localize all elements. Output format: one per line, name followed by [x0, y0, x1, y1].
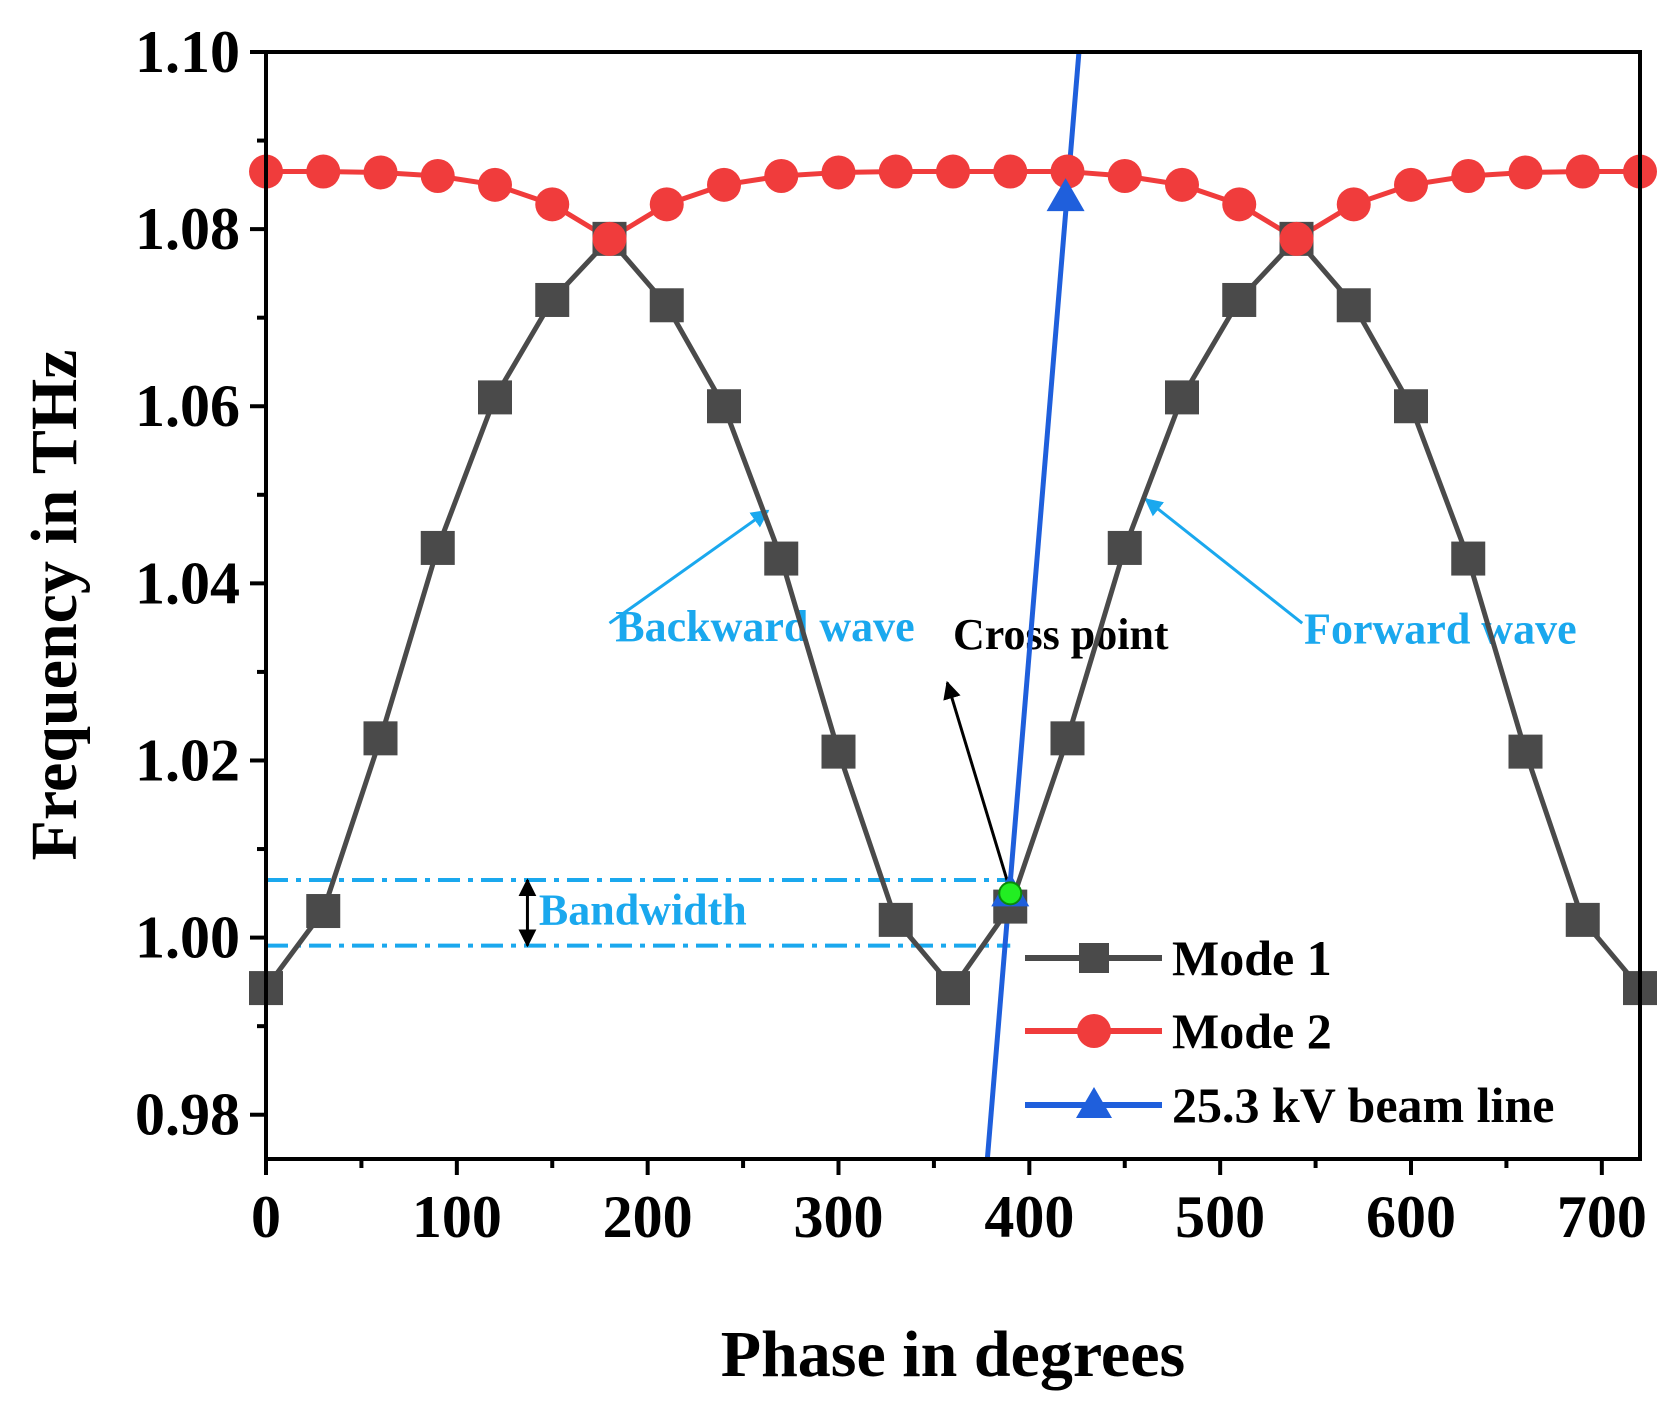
- mode-1-point: [821, 734, 856, 769]
- mode-2-point: [1451, 158, 1486, 193]
- mode-1-point: [649, 288, 684, 323]
- axes-layer: 0 100 200 300 400 500 600 700 0.98 1.00 1.02 1.04 1.…: [135, 19, 1647, 1250]
- x-tick-label: 600: [1366, 1184, 1456, 1250]
- y-axis-title: Frequency in THz: [18, 350, 91, 861]
- plot-frame: [264, 50, 1642, 1161]
- x-tick-label: 400: [984, 1184, 1074, 1250]
- mode-1-point: [936, 971, 970, 1006]
- mode-2-point: [821, 155, 856, 190]
- mode-2-point: [1394, 167, 1428, 202]
- mode-1-point: [1565, 902, 1600, 937]
- mode-2-point: [1336, 187, 1371, 222]
- mode-2-point: [1165, 167, 1199, 202]
- mode-2-point: [764, 158, 799, 193]
- x-axis-title: Phase in degrees: [721, 1318, 1185, 1391]
- mode-2-point: [535, 187, 570, 222]
- cross-arrow: [943, 680, 1010, 885]
- mode-2-point: [592, 221, 627, 256]
- markers-layer: [249, 154, 1657, 1006]
- mode-1-point: [306, 894, 341, 929]
- x-tick-label: 200: [603, 1184, 693, 1250]
- mode-1-point: [764, 541, 799, 576]
- mode-2-point: [1279, 221, 1314, 256]
- legend-label-mode-1: Mode 1: [1172, 930, 1332, 986]
- legend-entry-mode-2: Mode 2: [1025, 1003, 1332, 1059]
- mode-2-point: [1508, 155, 1543, 190]
- mode-1-point: [1394, 389, 1428, 424]
- legend: Mode 1 Mode 2 25.3 kV beam line: [1025, 930, 1554, 1133]
- legend-label-mode-2: Mode 2: [1172, 1003, 1332, 1059]
- y-tick-label: 1.10: [135, 19, 240, 85]
- mode-2-point: [649, 187, 684, 222]
- x-tick-label: 500: [1175, 1184, 1265, 1250]
- x-tick-label: 700: [1557, 1184, 1647, 1250]
- y-tick-label: 1.08: [135, 196, 240, 262]
- cross-label: Cross point: [953, 610, 1169, 659]
- mode-2-point: [420, 158, 455, 193]
- backward-label: Backward wave: [615, 602, 914, 651]
- legend-marker-mode-1: [1079, 943, 1109, 973]
- legend-marker-mode-2: [1077, 1014, 1111, 1048]
- mode-2-point: [1050, 154, 1085, 189]
- mode-1-point: [535, 282, 570, 317]
- mode-1-point: [478, 380, 512, 415]
- mode-1-point: [878, 902, 913, 937]
- beam-line-point: [1046, 178, 1085, 212]
- x-tick-label: 100: [412, 1184, 502, 1250]
- y-tick-label: 1.02: [135, 727, 240, 793]
- mode-2-point: [993, 154, 1028, 189]
- mode-1-point: [1508, 734, 1543, 769]
- legend-entry-beam-line: 25.3 kV beam line: [1025, 1077, 1554, 1133]
- backward-arrow: [608, 509, 770, 625]
- mode-2-point: [363, 155, 398, 190]
- y-tick-label: 1.04: [135, 550, 240, 616]
- annotations-layer: Backward wave Forward wave Cross point Band…: [266, 498, 1577, 948]
- mode-1-point: [1451, 541, 1486, 576]
- cross-point-marker: [998, 881, 1023, 906]
- series-line-3: [984, 52, 1082, 1159]
- forward-arrow: [1144, 498, 1304, 625]
- mode-2-point: [1107, 158, 1142, 193]
- forward-label: Forward wave: [1304, 605, 1577, 654]
- x-tick-label: 0: [251, 1184, 281, 1250]
- mode-1-point: [1107, 530, 1142, 565]
- mode-1-point: [420, 530, 455, 565]
- mode-1-point: [363, 721, 398, 756]
- y-tick-label: 1.06: [135, 373, 240, 439]
- mode-1-point: [1336, 288, 1371, 323]
- y-tick-label: 1.00: [135, 905, 240, 971]
- legend-label-beam-line: 25.3 kV beam line: [1172, 1077, 1554, 1133]
- mode-2-point: [306, 154, 341, 189]
- y-tick-label: 0.98: [135, 1082, 240, 1148]
- bandwidth-label: Bandwidth: [539, 885, 747, 934]
- mode-2-point: [1222, 187, 1257, 222]
- mode-1-point: [1050, 721, 1085, 756]
- x-tick-label: 300: [794, 1184, 884, 1250]
- mode-2-point: [478, 167, 512, 202]
- mode-1-point: [1165, 380, 1199, 415]
- mode-2-point: [707, 167, 741, 202]
- legend-entry-mode-1: Mode 1: [1025, 930, 1332, 986]
- mode-2-point: [936, 154, 970, 189]
- mode-1-point: [1222, 282, 1257, 317]
- mode-1-point: [707, 389, 741, 424]
- mode-2-point: [1565, 154, 1600, 189]
- mode-2-point: [878, 154, 913, 189]
- legend-marker-beam-line: [1076, 1087, 1112, 1118]
